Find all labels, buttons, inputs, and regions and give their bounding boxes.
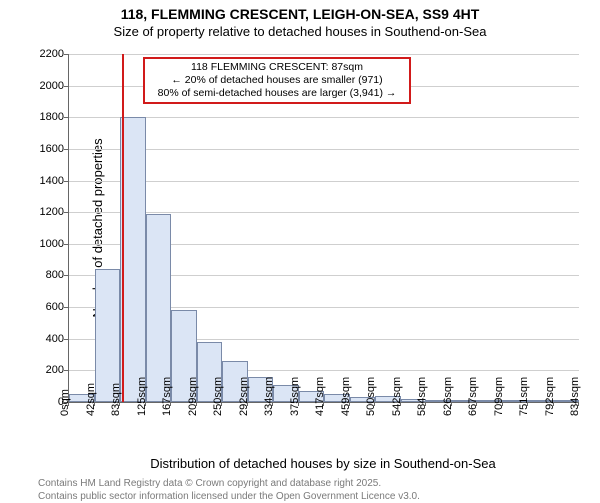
y-tick-label: 600 — [24, 301, 64, 313]
gridline-h — [69, 54, 579, 55]
y-tick-mark — [64, 54, 68, 55]
y-tick-label: 800 — [24, 269, 64, 281]
gridline-h — [69, 117, 579, 118]
y-tick-label: 1000 — [24, 238, 64, 250]
y-tick-label: 2000 — [24, 80, 64, 92]
footer-line: Contains HM Land Registry data © Crown c… — [38, 478, 420, 491]
property-marker-line — [122, 54, 124, 402]
chart-subtitle: Size of property relative to detached ho… — [0, 24, 600, 39]
gridline-h — [69, 181, 579, 182]
y-tick-mark — [64, 212, 68, 213]
y-tick-mark — [64, 244, 68, 245]
y-tick-mark — [64, 149, 68, 150]
y-tick-mark — [64, 275, 68, 276]
histogram-bar — [146, 214, 172, 402]
chart-title: 118, FLEMMING CRESCENT, LEIGH-ON-SEA, SS… — [0, 0, 600, 22]
y-tick-mark — [64, 117, 68, 118]
gridline-h — [69, 149, 579, 150]
y-tick-label: 1200 — [24, 206, 64, 218]
chart-container: 118, FLEMMING CRESCENT, LEIGH-ON-SEA, SS… — [0, 0, 600, 500]
footer-line: Contains public sector information licen… — [38, 491, 420, 503]
x-axis-label: Distribution of detached houses by size … — [68, 456, 578, 471]
y-tick-label: 1400 — [24, 175, 64, 187]
y-tick-label: 2200 — [24, 48, 64, 60]
footer-attribution: Contains HM Land Registry data © Crown c… — [38, 478, 420, 503]
callout-line: 80% of semi-detached houses are larger (… — [149, 87, 405, 100]
y-tick-mark — [64, 370, 68, 371]
y-tick-mark — [64, 339, 68, 340]
y-tick-label: 1800 — [24, 111, 64, 123]
y-tick-mark — [64, 307, 68, 308]
y-tick-label: 400 — [24, 333, 64, 345]
y-tick-mark — [64, 181, 68, 182]
property-callout: 118 FLEMMING CRESCENT: 87sqm← 20% of det… — [143, 57, 411, 104]
plot-area: 118 FLEMMING CRESCENT: 87sqm← 20% of det… — [68, 54, 579, 403]
y-tick-label: 1600 — [24, 143, 64, 155]
callout-line: 118 FLEMMING CRESCENT: 87sqm — [149, 61, 405, 74]
y-tick-label: 200 — [24, 364, 64, 376]
y-tick-mark — [64, 86, 68, 87]
callout-line: ← 20% of detached houses are smaller (97… — [149, 74, 405, 87]
y-tick-label: 0 — [24, 396, 64, 408]
